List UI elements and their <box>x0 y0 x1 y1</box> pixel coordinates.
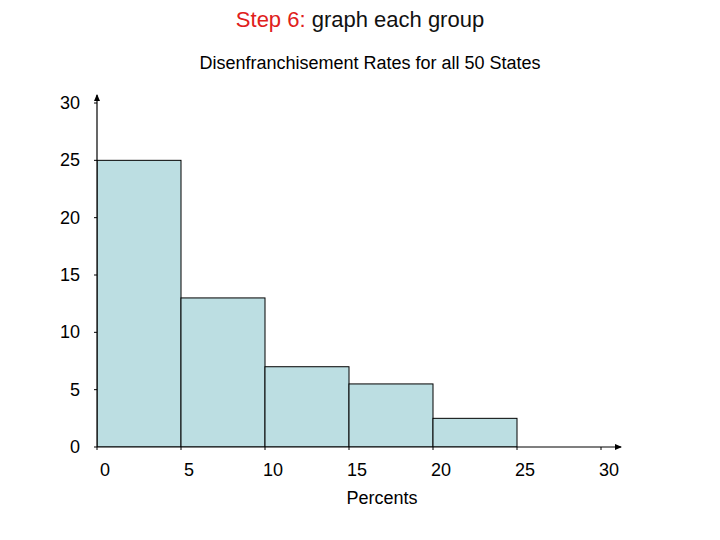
x-tick-label: 25 <box>515 460 535 480</box>
y-tick-label: 10 <box>60 322 80 342</box>
x-tick <box>181 447 182 450</box>
x-tick <box>433 447 434 450</box>
x-tick-label: 15 <box>347 460 367 480</box>
x-tick-label: 10 <box>263 460 283 480</box>
x-tick <box>97 447 98 450</box>
x-tick <box>265 447 266 450</box>
y-tick <box>94 389 97 390</box>
y-tick <box>94 103 97 104</box>
histogram-bar <box>265 367 349 447</box>
x-tick-label: 0 <box>100 460 110 480</box>
y-tick-label: 0 <box>70 437 80 457</box>
histogram-bar <box>181 298 265 447</box>
x-tick <box>349 447 350 450</box>
x-axis-label: Percents <box>346 488 417 508</box>
y-tick-label: 5 <box>70 380 80 400</box>
x-tick <box>601 447 602 450</box>
y-tick-label: 15 <box>60 265 80 285</box>
x-tick-label: 30 <box>599 460 619 480</box>
y-tick-label: 25 <box>60 150 80 170</box>
chart: Step 6: graph each group Disenfranchiseme… <box>0 0 720 540</box>
bars <box>97 160 517 447</box>
x-tick-label: 20 <box>431 460 451 480</box>
x-tick <box>517 447 518 450</box>
histogram-bar <box>433 418 517 447</box>
heading-step: Step 6: <box>236 7 312 32</box>
y-tick <box>94 332 97 333</box>
y-axis <box>96 95 97 447</box>
y-tick <box>94 275 97 276</box>
heading-text: graph each group <box>312 7 484 32</box>
y-tick-label: 20 <box>60 208 80 228</box>
histogram-bar <box>349 384 433 447</box>
chart-title: Disenfranchisement Rates for all 50 Stat… <box>199 53 540 73</box>
y-tick-label: 30 <box>60 93 80 113</box>
y-tick <box>94 160 97 161</box>
x-tick-label: 5 <box>184 460 194 480</box>
histogram-bar <box>97 160 181 447</box>
heading: Step 6: graph each group <box>236 7 484 32</box>
y-tick <box>94 217 97 218</box>
x-axis <box>97 446 621 447</box>
